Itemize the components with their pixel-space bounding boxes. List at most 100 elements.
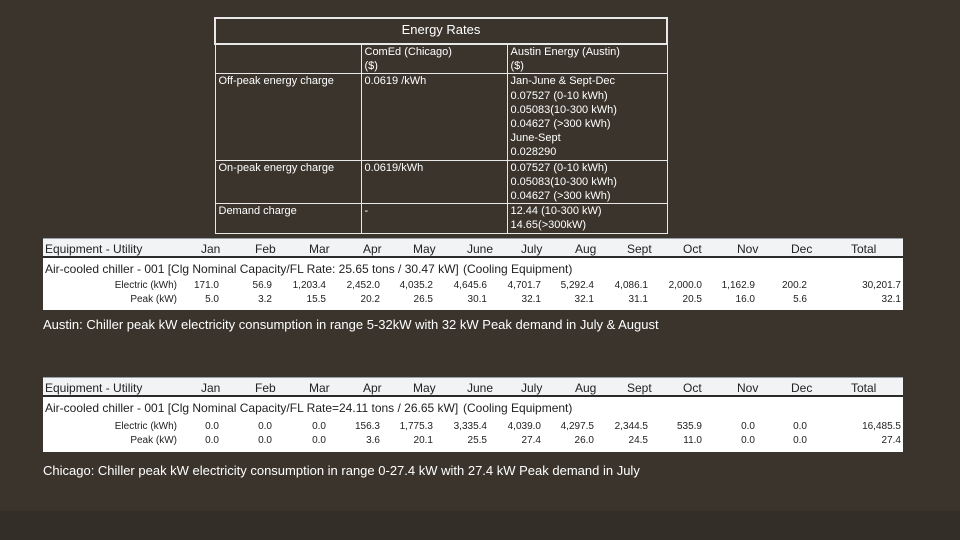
row-value: 2,000.0 (668, 280, 702, 291)
chicago-category: (Cooling Equipment) (463, 401, 573, 415)
footer-bar (0, 511, 960, 540)
row-value: 30.1 (467, 294, 487, 305)
chicago-header-nov: Nov (737, 381, 759, 395)
row-value: 0.0 (741, 421, 755, 432)
austin-row-peak: Peak (kW) 5.0 3.2 15.5 20.2 26.5 30.1 32.1 32.1 3… (43, 294, 903, 306)
row-value: 26.0 (574, 435, 594, 446)
chicago-header-may: May (413, 381, 436, 395)
austin-report-header: Equipment - Utility Jan Feb Mar Apr May June Ju… (43, 238, 903, 258)
row-value: 32.1 (574, 294, 594, 305)
energy-rates-table: Energy Rates ComEd (Chicago) ($) Austin … (214, 17, 668, 234)
chicago-header-oct: Oct (683, 381, 702, 395)
austin-category: (Cooling Equipment) (463, 262, 573, 276)
row-value: 4,645.6 (453, 280, 487, 291)
rates-header-chicago: ComEd (Chicago) ($) (360, 43, 508, 75)
chicago-header-mar: Mar (309, 381, 330, 395)
row-value: 5.0 (205, 294, 219, 305)
chicago-header-equipment: Equipment - Utility (45, 381, 143, 395)
austin-header-apr: Apr (363, 242, 382, 256)
chicago-equipment-title: Air-cooled chiller - 001 [Clg Nominal Ca… (45, 401, 459, 415)
row-value: 32.1 (521, 294, 541, 305)
chicago-header-total: Total (851, 381, 877, 395)
row-value: 200.2 (781, 280, 807, 291)
row-value: 11.0 (683, 435, 702, 446)
chicago-header-apr: Apr (363, 381, 382, 395)
austin-header-feb: Feb (255, 242, 276, 256)
rates-demand-chicago: - (360, 203, 508, 234)
austin-header-aug: Aug (575, 242, 597, 256)
row-value: 3,335.4 (453, 421, 487, 432)
chicago-caption: Chicago: Chiller peak kW electricity con… (43, 463, 640, 478)
row-value: 27.4 (521, 435, 541, 446)
row-value: 20.5 (682, 294, 702, 305)
austin-header-jan: Jan (201, 242, 221, 256)
row-value: 0.0 (741, 435, 755, 446)
row-value: 27.4 (881, 435, 901, 446)
row-label: Peak (kW) (130, 294, 177, 305)
austin-header-dec: Dec (791, 242, 813, 256)
austin-header-total: Total (851, 242, 877, 256)
chicago-utility-report: Equipment - Utility Jan Feb Mar Apr May June Ju… (43, 377, 903, 452)
row-value: 4,297.5 (560, 421, 594, 432)
austin-row-electric: Electric (kWh) 171.0 56.9 1,203.4 2,452.0 4,0… (43, 280, 903, 292)
austin-header-equipment: Equipment - Utility (45, 242, 143, 256)
row-value: 156.3 (354, 421, 380, 432)
row-value: 56.9 (252, 280, 272, 291)
rates-header-blank (214, 43, 362, 75)
row-value: 0.0 (205, 421, 219, 432)
row-label: Electric (kWh) (114, 421, 177, 432)
chicago-header-july: July (521, 381, 543, 395)
row-value: 16.0 (735, 294, 755, 305)
row-value: 0.0 (312, 435, 326, 446)
row-value: 0.0 (793, 435, 807, 446)
row-value: 0.0 (793, 421, 807, 432)
row-label: Peak (kW) (130, 435, 177, 446)
austin-caption: Austin: Chiller peak kW electricity cons… (43, 317, 659, 332)
row-value: 1,162.9 (721, 280, 755, 291)
chicago-header-june: June (467, 381, 494, 395)
row-value: 15.5 (306, 294, 326, 305)
row-value: 20.1 (413, 435, 433, 446)
row-value: 25.5 (467, 435, 487, 446)
austin-equipment-title: Air-cooled chiller - 001 [Clg Nominal Ca… (45, 262, 459, 276)
chicago-report-subtitle: Air-cooled chiller - 001 [Clg Nominal Ca… (45, 401, 572, 415)
chicago-report-header: Equipment - Utility Jan Feb Mar Apr May June Ju… (43, 377, 903, 397)
row-value: 1,203.4 (292, 280, 326, 291)
chicago-header-aug: Aug (575, 381, 597, 395)
rates-demand-austin: 12.44 (10-300 kW) 14.65(>300kW) (506, 203, 668, 234)
row-value: 535.9 (676, 421, 702, 432)
chicago-header-jan: Jan (201, 381, 221, 395)
row-value: 171.0 (193, 280, 219, 291)
austin-utility-report: Equipment - Utility Jan Feb Mar Apr May June Ju… (43, 238, 903, 310)
rates-onpeak-austin: 0.07527 (0-10 kWh) 0.05083(10-300 kWh) 0… (506, 159, 668, 205)
austin-header-sept: Sept (627, 242, 652, 256)
austin-report-subtitle: Air-cooled chiller - 001 [Clg Nominal Ca… (45, 262, 572, 276)
row-value: 4,035.2 (399, 280, 433, 291)
austin-header-july: July (521, 242, 543, 256)
row-value: 30,201.7 (862, 280, 901, 291)
austin-header-nov: Nov (737, 242, 759, 256)
rates-onpeak-chicago: 0.0619/kWh (360, 159, 508, 205)
row-value: 5.6 (793, 294, 807, 305)
row-value: 0.0 (258, 421, 272, 432)
row-value: 1,775.3 (399, 421, 433, 432)
rates-offpeak-austin: Jan-June & Sept-Dec 0.07527 (0-10 kWh) 0… (506, 73, 668, 161)
row-value: 0.0 (205, 435, 219, 446)
row-value: 5,292.4 (560, 280, 594, 291)
row-value: 0.0 (258, 435, 272, 446)
rates-row-label-offpeak: Off-peak energy charge (214, 73, 362, 161)
row-value: 0.0 (312, 421, 326, 432)
rates-header-austin: Austin Energy (Austin) ($) (506, 43, 668, 75)
row-value: 2,344.5 (614, 421, 648, 432)
austin-header-mar: Mar (309, 242, 330, 256)
row-value: 3.2 (258, 294, 272, 305)
rates-row-label-onpeak: On-peak energy charge (214, 159, 362, 205)
austin-header-oct: Oct (683, 242, 702, 256)
chicago-header-feb: Feb (255, 381, 276, 395)
chicago-header-dec: Dec (791, 381, 813, 395)
chicago-row-peak: Peak (kW) 0.0 0.0 0.0 3.6 20.1 25.5 27.4 26.0 24.… (43, 435, 903, 447)
row-value: 4,701.7 (507, 280, 541, 291)
row-value: 31.1 (628, 294, 648, 305)
row-value: 2,452.0 (346, 280, 380, 291)
row-value: 26.5 (413, 294, 433, 305)
